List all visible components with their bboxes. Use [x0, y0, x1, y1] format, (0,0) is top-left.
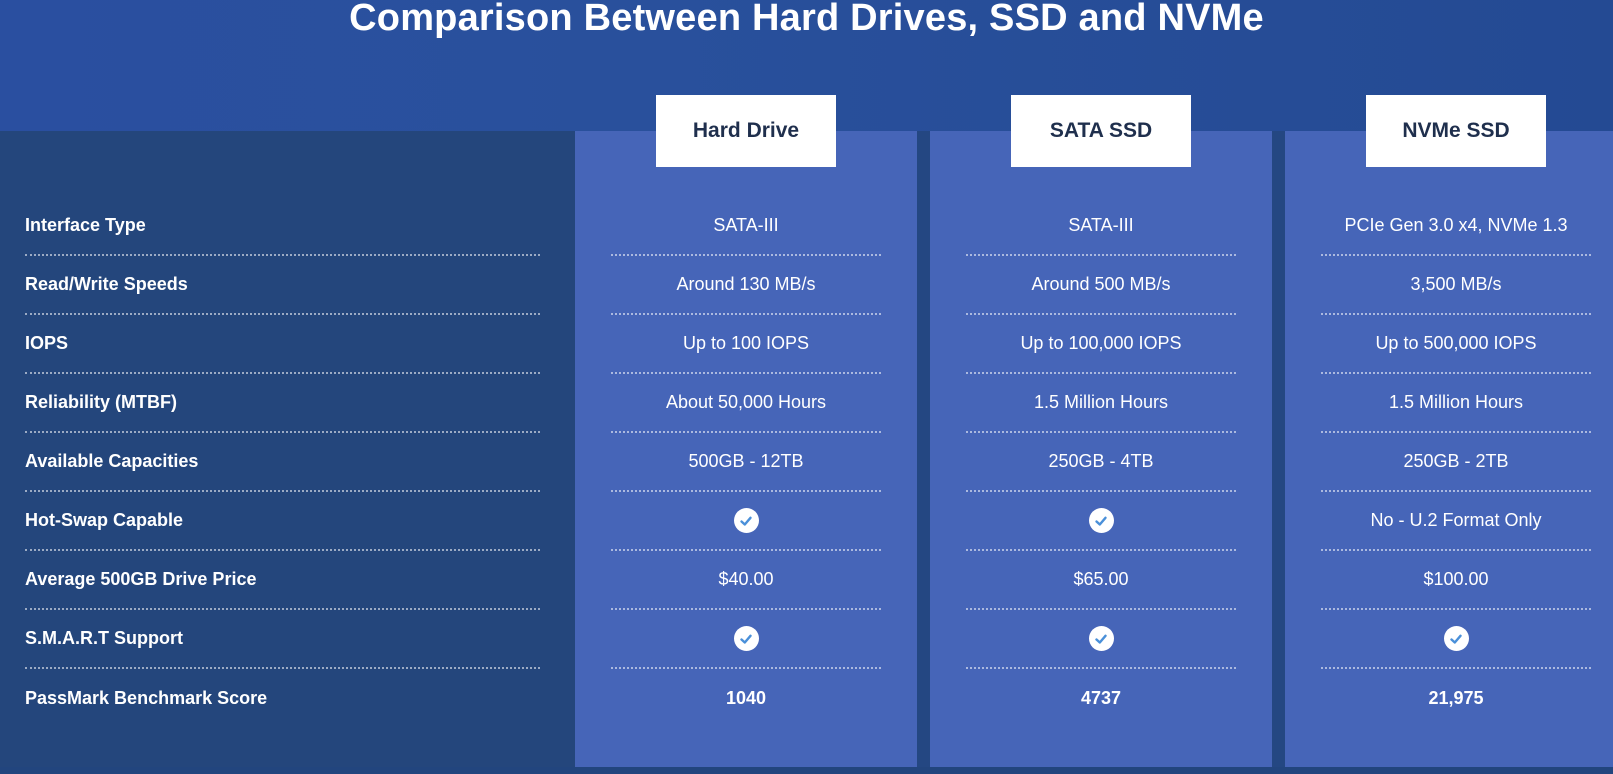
cell: About 50,000 Hours [611, 374, 881, 433]
cell: 250GB - 2TB [1321, 433, 1591, 492]
cell: 21,975 [1428, 688, 1484, 708]
row-label-reliability: Reliability (MTBF) [25, 374, 540, 433]
column-nvme-ssd: NVMe SSD PCIe Gen 3.0 x4, NVMe 1.3 3,500… [1285, 95, 1613, 767]
cell [611, 492, 881, 551]
cell: Up to 500,000 IOPS [1321, 315, 1591, 374]
column-heading-hard-drive: Hard Drive [656, 95, 836, 167]
cell: Around 130 MB/s [611, 256, 881, 315]
cell: $100.00 [1321, 551, 1591, 610]
cell [1321, 610, 1591, 669]
row-label-read-write-speeds: Read/Write Speeds [25, 256, 540, 315]
column-heading-nvme-ssd: NVMe SSD [1366, 95, 1546, 167]
check-icon [1443, 626, 1469, 651]
check-icon [733, 508, 759, 533]
check-icon [1088, 626, 1114, 651]
cell [611, 610, 881, 669]
row-labels-panel: Interface Type Read/Write Speeds IOPS Re… [0, 131, 575, 774]
cell: No - U.2 Format Only [1321, 492, 1591, 551]
cell: 3,500 MB/s [1321, 256, 1591, 315]
cell: 500GB - 12TB [611, 433, 881, 492]
column-sata-ssd: SATA SSD SATA-III Around 500 MB/s Up to … [930, 95, 1272, 767]
cell: SATA-III [611, 197, 881, 256]
column-heading-sata-ssd: SATA SSD [1011, 95, 1191, 167]
row-label-price: Average 500GB Drive Price [25, 551, 540, 610]
cell [966, 610, 1236, 669]
cell: 1040 [725, 688, 767, 708]
check-icon [733, 626, 759, 651]
cell: Up to 100,000 IOPS [966, 315, 1236, 374]
cell: 250GB - 4TB [966, 433, 1236, 492]
cell: PCIe Gen 3.0 x4, NVMe 1.3 [1321, 197, 1591, 256]
row-label-smart-support: S.M.A.R.T Support [25, 610, 540, 669]
cell: Up to 100 IOPS [611, 315, 881, 374]
cell: SATA-III [966, 197, 1236, 256]
footer-strip [0, 767, 1613, 774]
cell: 4737 [1080, 688, 1122, 708]
row-label-iops: IOPS [25, 315, 540, 374]
row-label-benchmark: PassMark Benchmark Score [25, 688, 268, 708]
page-title: Comparison Between Hard Drives, SSD and … [349, 0, 1264, 39]
cell: 1.5 Million Hours [966, 374, 1236, 433]
cell: 1.5 Million Hours [1321, 374, 1591, 433]
cell: Around 500 MB/s [966, 256, 1236, 315]
cell: $40.00 [611, 551, 881, 610]
column-hard-drive: Hard Drive SATA-III Around 130 MB/s Up t… [575, 95, 917, 767]
row-label-capacities: Available Capacities [25, 433, 540, 492]
row-label-hot-swap: Hot-Swap Capable [25, 492, 540, 551]
cell: $65.00 [966, 551, 1236, 610]
row-label-interface-type: Interface Type [25, 197, 540, 256]
check-icon [1088, 508, 1114, 533]
cell [966, 492, 1236, 551]
